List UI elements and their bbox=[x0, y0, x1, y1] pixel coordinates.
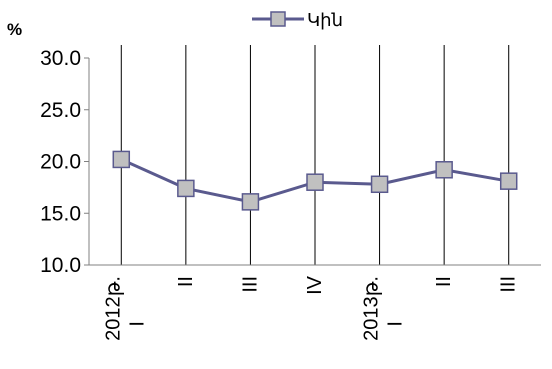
data-point bbox=[370, 175, 389, 194]
legend-label: Կին bbox=[307, 10, 343, 31]
data-point bbox=[435, 161, 453, 179]
x-category-quarter: I bbox=[385, 321, 407, 327]
data-point bbox=[177, 179, 195, 198]
y-axis-unit-label: % bbox=[7, 20, 22, 39]
x-category-quarter: I bbox=[126, 321, 148, 327]
x-category-label: II bbox=[433, 276, 455, 287]
x-category-label: IV bbox=[304, 275, 326, 295]
x-category-label: 2013թ. I bbox=[361, 276, 407, 341]
data-point bbox=[306, 173, 324, 191]
x-category-year: 2012թ. bbox=[102, 276, 124, 341]
x-category-label: II bbox=[175, 276, 197, 287]
y-tick-label: 15.0 bbox=[40, 202, 81, 225]
x-category-label: III bbox=[498, 276, 520, 293]
y-tick-label: 30.0 bbox=[40, 47, 81, 70]
data-point bbox=[112, 150, 131, 169]
data-point bbox=[241, 193, 260, 211]
legend: Կին bbox=[252, 10, 343, 31]
data-point bbox=[499, 172, 518, 190]
x-category-label: 2012թ. I bbox=[102, 276, 148, 341]
x-category-label: III bbox=[239, 276, 261, 293]
legend-marker bbox=[270, 11, 286, 27]
y-tick-label: 25.0 bbox=[40, 99, 81, 122]
y-tick-label: 10.0 bbox=[40, 254, 81, 277]
y-tick-label: 20.0 bbox=[40, 151, 81, 174]
x-category-year: 2013թ. bbox=[361, 276, 383, 341]
